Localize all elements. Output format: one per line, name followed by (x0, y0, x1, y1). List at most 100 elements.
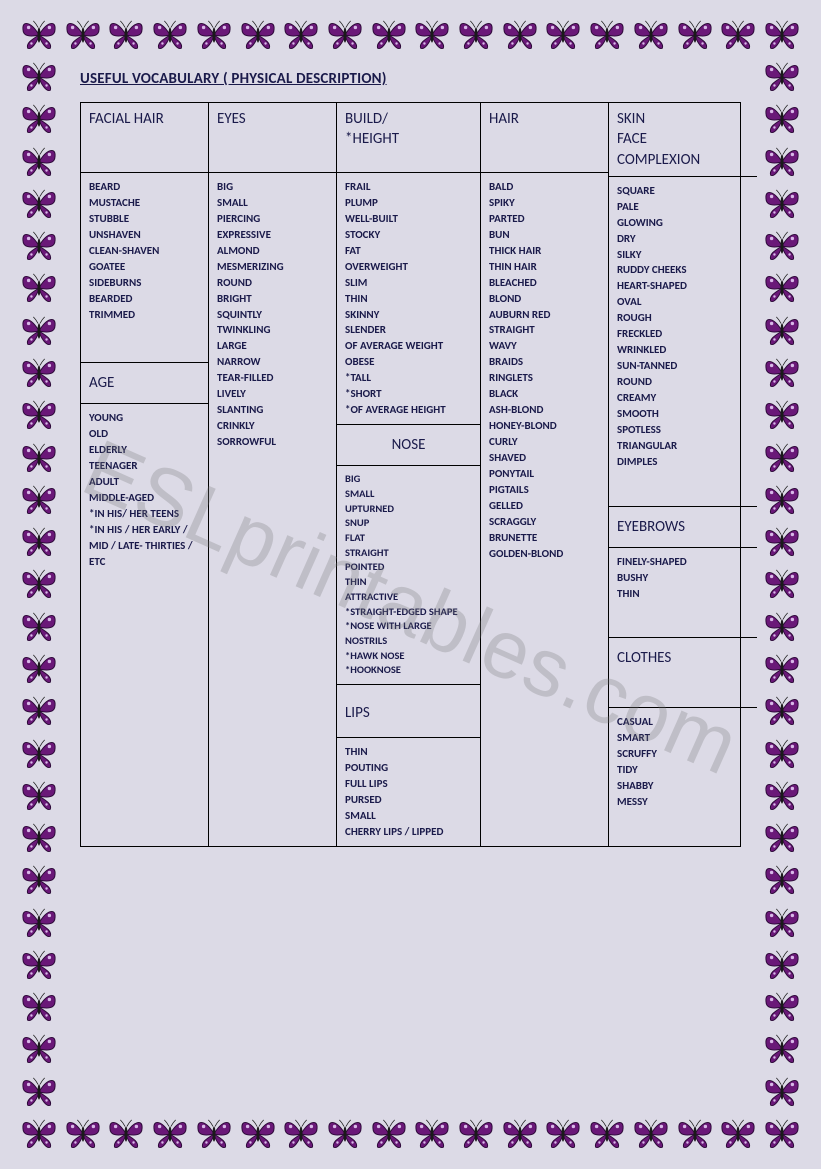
butterfly-icon (763, 906, 801, 940)
list-build: FRAILPLUMPWELL-BUILTSTOCKYFATOVERWEIGHTS… (337, 173, 480, 425)
butterfly-icon (20, 187, 58, 221)
list-eyes: BIGSMALLPIERCINGEXPRESSIVEALMONDMESMERIZ… (209, 173, 336, 846)
butterfly-icon (20, 694, 58, 728)
header-eyes: EYES (209, 103, 336, 173)
table-col-2: EYES BIGSMALLPIERCINGEXPRESSIVEALMONDMES… (209, 103, 337, 846)
butterfly-icon (20, 356, 58, 390)
butterfly-icon (632, 18, 670, 52)
butterfly-icon (763, 990, 801, 1024)
butterfly-icon (763, 229, 801, 263)
butterfly-icon (20, 821, 58, 855)
page-title: USEFUL VOCABULARY ( PHYSICAL DESCRIPTION… (80, 70, 741, 88)
list-clothes: CASUALSMARTSCRUFFYTIDYSHABBYMESSY (609, 708, 757, 846)
butterfly-icon (20, 1117, 58, 1151)
header-skin: SKINFACECOMPLEXION (609, 103, 757, 177)
butterfly-icon (501, 1117, 539, 1151)
butterfly-icon (20, 102, 58, 136)
butterfly-icon (20, 229, 58, 263)
butterfly-icon (763, 314, 801, 348)
butterfly-icon (151, 18, 189, 52)
butterfly-icon (544, 1117, 582, 1151)
butterfly-icon (20, 18, 58, 52)
butterfly-icon (763, 187, 801, 221)
butterfly-icon (282, 18, 320, 52)
butterfly-icon (20, 737, 58, 771)
butterfly-icon (64, 1117, 102, 1151)
header-clothes: CLOTHES (609, 638, 757, 708)
header-eyebrows: EYEBROWS (609, 507, 757, 548)
list-facial-hair: BEARDMUSTACHESTUBBLEUNSHAVENCLEAN-SHAVEN… (81, 173, 208, 363)
butterfly-icon (195, 1117, 233, 1151)
list-skin: SQUAREPALEGLOWINGDRYSILKYRUDDY CHEEKSHEA… (609, 177, 757, 507)
butterfly-icon (64, 18, 102, 52)
butterfly-icon (763, 737, 801, 771)
header-hair: HAIR (481, 103, 608, 173)
list-eyebrows: FINELY-SHAPEDBUSHYTHIN (609, 548, 757, 638)
header-build: BUILD/*HEIGHT (337, 103, 480, 173)
butterfly-icon (544, 18, 582, 52)
butterfly-icon (20, 1032, 58, 1066)
butterfly-icon (370, 1117, 408, 1151)
butterfly-icon (763, 18, 801, 52)
butterfly-icon (763, 1117, 801, 1151)
butterfly-icon (719, 1117, 757, 1151)
butterfly-icon (501, 18, 539, 52)
butterfly-icon (763, 483, 801, 517)
list-lips: THINPOUTINGFULL LIPSPURSEDSMALLCHERRY LI… (337, 738, 480, 846)
butterfly-icon (457, 18, 495, 52)
butterfly-icon (326, 18, 364, 52)
butterfly-icon (763, 356, 801, 390)
border-left (20, 60, 58, 1109)
butterfly-icon (763, 441, 801, 475)
butterfly-icon (588, 18, 626, 52)
butterfly-icon (20, 948, 58, 982)
butterfly-icon (763, 60, 801, 94)
butterfly-icon (20, 525, 58, 559)
header-age: AGE (81, 363, 208, 404)
butterfly-icon (20, 398, 58, 432)
table-col-1: FACIAL HAIR BEARDMUSTACHESTUBBLEUNSHAVEN… (81, 103, 209, 846)
header-nose: NOSE (337, 425, 480, 466)
list-hair: BALDSPIKYPARTEDBUNTHICK HAIRTHIN HAIRBLE… (481, 173, 608, 846)
butterfly-icon (20, 145, 58, 179)
butterfly-icon (20, 990, 58, 1024)
butterfly-icon (326, 1117, 364, 1151)
butterfly-icon (370, 18, 408, 52)
butterfly-icon (239, 18, 277, 52)
butterfly-icon (20, 863, 58, 897)
butterfly-icon (676, 18, 714, 52)
list-age: YOUNGOLDELDERLYTEENAGERADULTMIDDLE-AGED*… (81, 404, 208, 846)
butterfly-icon (763, 1032, 801, 1066)
butterfly-icon (763, 821, 801, 855)
butterfly-icon (413, 1117, 451, 1151)
butterfly-icon (20, 906, 58, 940)
table-col-4: HAIR BALDSPIKYPARTEDBUNTHICK HAIRTHIN HA… (481, 103, 609, 846)
butterfly-icon (20, 652, 58, 686)
butterfly-icon (20, 271, 58, 305)
butterfly-icon (763, 145, 801, 179)
header-skin-text: SKINFACECOMPLEXION (617, 110, 700, 169)
border-bottom (20, 1117, 801, 1151)
page: USEFUL VOCABULARY ( PHYSICAL DESCRIPTION… (0, 0, 821, 1169)
butterfly-icon (763, 694, 801, 728)
butterfly-icon (20, 567, 58, 601)
butterfly-icon (20, 610, 58, 644)
butterfly-icon (195, 18, 233, 52)
butterfly-icon (763, 1075, 801, 1109)
butterfly-icon (20, 779, 58, 813)
header-facial-hair: FACIAL HAIR (81, 103, 208, 173)
butterfly-icon (282, 1117, 320, 1151)
table-col-3: BUILD/*HEIGHT FRAILPLUMPWELL-BUILTSTOCKY… (337, 103, 481, 846)
butterfly-icon (632, 1117, 670, 1151)
butterfly-icon (20, 441, 58, 475)
butterfly-icon (676, 1117, 714, 1151)
butterfly-icon (20, 60, 58, 94)
border-right (763, 60, 801, 1109)
butterfly-icon (239, 1117, 277, 1151)
butterfly-icon (588, 1117, 626, 1151)
vocabulary-table: FACIAL HAIR BEARDMUSTACHESTUBBLEUNSHAVEN… (80, 102, 741, 847)
butterfly-icon (107, 1117, 145, 1151)
butterfly-icon (763, 567, 801, 601)
butterfly-icon (413, 18, 451, 52)
butterfly-icon (20, 314, 58, 348)
